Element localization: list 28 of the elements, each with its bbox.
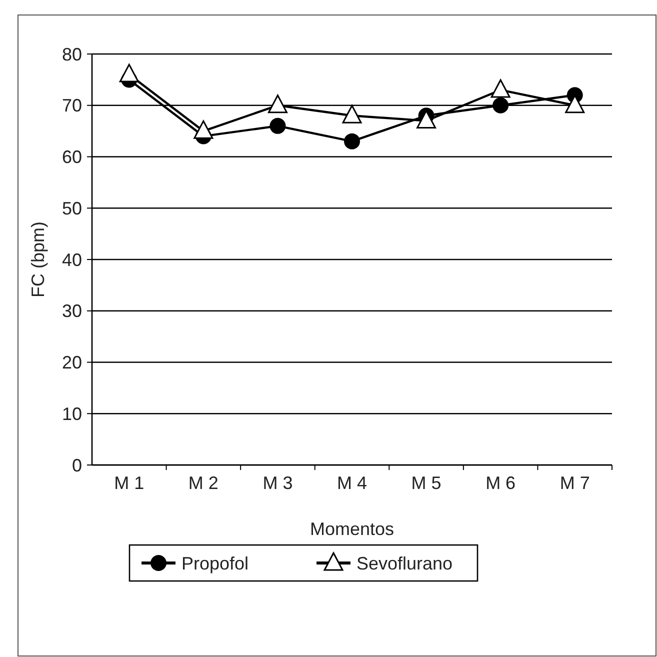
y-tick-label: 20 [62,352,82,373]
x-tick-label: M 1 [114,473,144,493]
y-tick-label: 40 [62,250,82,270]
y-tick-label: 80 [62,44,82,64]
x-tick-label: M 5 [411,473,442,493]
y-tick-label: 60 [62,147,82,168]
x-tick-label: M 4 [336,473,368,493]
point [119,64,139,82]
x-tick-label: M 2 [188,473,218,493]
legend-label: Propofol [182,553,249,574]
x-tick-label: M 3 [262,473,293,493]
point [342,104,362,124]
point [270,118,286,134]
y-tick-label: 30 [62,301,82,322]
point [492,97,509,114]
x-axis-title: Momentos [310,519,394,539]
y-tick-label: 50 [62,198,82,218]
y-tick-label: 70 [62,96,82,116]
x-tick-label: M 7 [560,473,590,493]
y-tick-label: 0 [72,455,82,476]
point [194,120,214,139]
y-axis-title: FC (bpm) [28,222,48,298]
x-tick-label: M 6 [486,473,516,493]
point [490,79,510,98]
y-tick-label: 10 [62,404,82,424]
legend-label: Sevoflurano [356,553,453,574]
point [344,133,360,150]
point [268,94,288,114]
